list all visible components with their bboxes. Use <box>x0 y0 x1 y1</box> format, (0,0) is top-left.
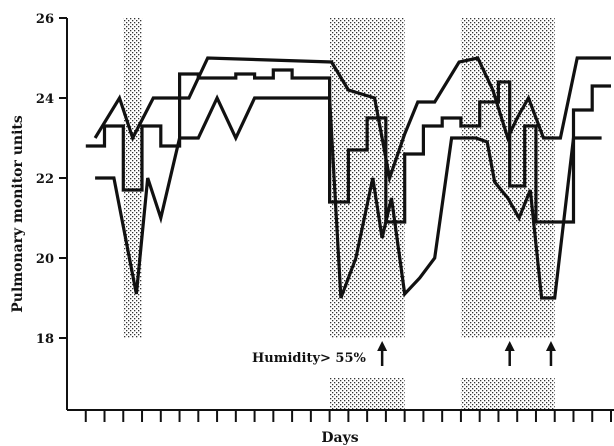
y-tick-label: 22 <box>36 172 54 187</box>
y-axis-title: Pulmonary monitor units <box>10 115 26 313</box>
shaded-period <box>329 378 405 410</box>
y-tick-label: 26 <box>36 12 54 27</box>
humidity-annotation: Humidity> 55% <box>252 351 367 366</box>
y-tick-label: 18 <box>36 332 54 347</box>
series-lines <box>85 56 611 300</box>
y-tick-label: 24 <box>36 92 54 107</box>
y-ticks: 18 20 22 24 26 <box>36 12 67 347</box>
up-arrow-icon <box>504 341 515 366</box>
shaded-period <box>123 18 143 338</box>
x-axis-title: Days <box>321 430 358 446</box>
series-line-3 <box>95 94 602 300</box>
shaded-periods <box>123 18 555 410</box>
humidity-arrows <box>377 341 556 366</box>
y-tick-label: 20 <box>36 252 54 267</box>
x-ticks <box>84 410 612 422</box>
shaded-period <box>329 18 405 338</box>
up-arrow-icon <box>377 341 388 366</box>
series-line-1 <box>93 56 611 185</box>
up-arrow-icon <box>545 341 556 366</box>
shaded-period <box>460 378 555 410</box>
